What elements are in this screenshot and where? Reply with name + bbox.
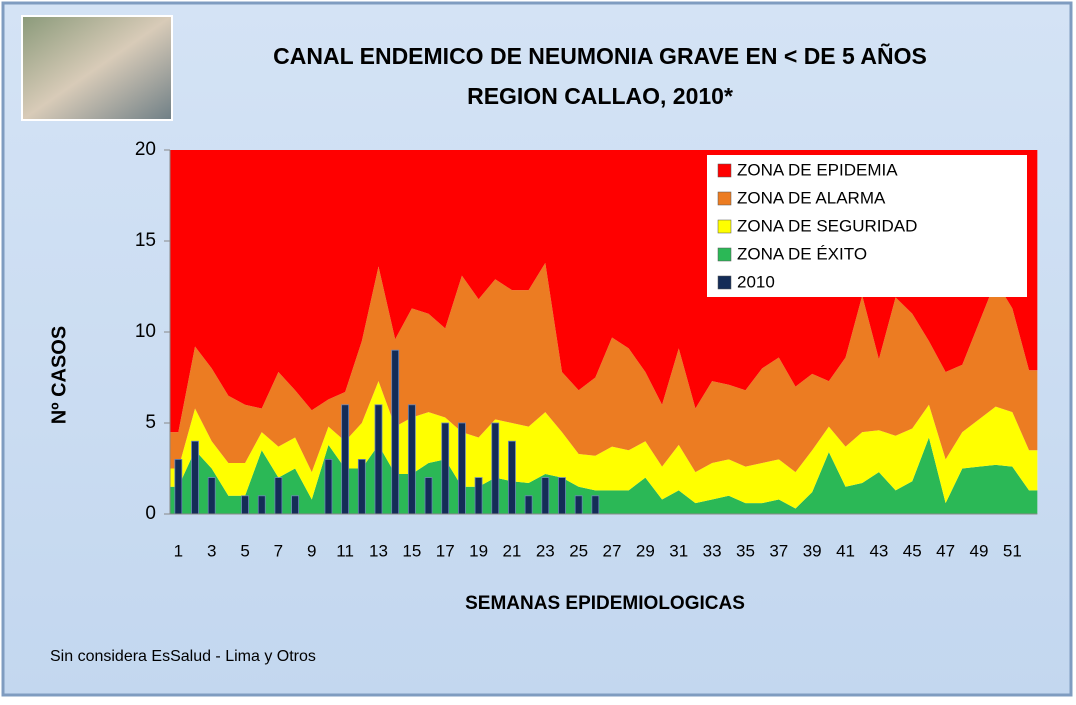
legend-swatch — [718, 276, 731, 289]
bar — [508, 441, 515, 514]
note: Sin considera EsSalud - Lima y Otros — [50, 648, 316, 665]
bar — [542, 478, 549, 514]
x-tick-label: 51 — [1003, 541, 1022, 560]
x-tick-label: 1 — [174, 541, 183, 560]
x-tick-label: 37 — [769, 541, 788, 560]
bar — [208, 478, 215, 514]
bar — [258, 496, 265, 514]
y-tick-label: 10 — [135, 321, 156, 342]
legend: ZONA DE EPIDEMIA ZONA DE ALARMA ZONA DE SE… — [707, 155, 1027, 297]
bar — [275, 478, 282, 514]
chart: CANAL ENDEMICO DE NEUMONIA GRAVE EN < DE… — [0, 0, 1076, 700]
y-tick-label: 5 — [145, 412, 156, 433]
legend-label: ZONA DE EPIDEMIA — [737, 160, 898, 179]
x-tick-label: 25 — [569, 541, 588, 560]
x-tick-label: 43 — [869, 541, 888, 560]
legend-swatch — [718, 248, 731, 261]
bar — [558, 478, 565, 514]
x-axis-label: SEMANAS EPIDEMIOLOGICAS — [465, 593, 745, 614]
y-tick-label: 20 — [135, 139, 156, 160]
y-tick-label: 0 — [145, 503, 156, 524]
x-tick-label: 23 — [536, 541, 555, 560]
x-tick-label: 17 — [436, 541, 455, 560]
x-tick-label: 27 — [603, 541, 622, 560]
bar — [342, 405, 349, 514]
x-tick-label: 11 — [336, 541, 354, 560]
x-tick-label: 31 — [669, 541, 688, 560]
bar — [458, 423, 465, 514]
bar — [475, 478, 482, 514]
x-tick-label: 41 — [836, 541, 855, 560]
x-tick-label: 15 — [402, 541, 421, 560]
x-tick-label: 45 — [903, 541, 922, 560]
legend-swatch — [718, 220, 731, 233]
bar — [325, 459, 332, 514]
x-tick-label: 29 — [636, 541, 655, 560]
bar — [525, 496, 532, 514]
x-tick-label: 33 — [703, 541, 722, 560]
x-tick-label: 49 — [970, 541, 989, 560]
bar — [292, 496, 299, 514]
y-axis-label: Nº CASOS — [48, 326, 70, 424]
x-tick-label: 35 — [736, 541, 755, 560]
bar — [358, 459, 365, 514]
x-tick-label: 39 — [803, 541, 822, 560]
bar — [575, 496, 582, 514]
x-tick-label: 21 — [502, 541, 521, 560]
x-tick-label: 19 — [469, 541, 488, 560]
x-tick-label: 7 — [274, 541, 283, 560]
x-tick-label: 3 — [207, 541, 216, 560]
bar — [408, 405, 415, 514]
x-tick-label: 9 — [307, 541, 316, 560]
bar — [175, 459, 182, 514]
x-tick-label: 5 — [240, 541, 249, 560]
chart-title: CANAL ENDEMICO DE NEUMONIA GRAVE EN < DE… — [273, 42, 927, 69]
photo — [22, 16, 172, 120]
x-tick-label: 13 — [369, 541, 388, 560]
x-tick-label: 47 — [936, 541, 955, 560]
bar — [592, 496, 599, 514]
bar — [392, 350, 399, 514]
bar — [375, 405, 382, 514]
chart-title: REGION CALLAO, 2010* — [467, 83, 733, 109]
y-tick-label: 15 — [135, 230, 156, 251]
legend-label: ZONA DE SEGURIDAD — [737, 216, 917, 235]
bar — [192, 441, 199, 514]
legend-label: 2010 — [737, 272, 775, 291]
bar — [242, 496, 249, 514]
legend-label: ZONA DE ALARMA — [737, 188, 886, 207]
bar — [492, 423, 499, 514]
bar — [442, 423, 449, 514]
legend-swatch — [718, 164, 731, 177]
bar — [425, 478, 432, 514]
legend-swatch — [718, 192, 731, 205]
legend-label: ZONA DE ÉXITO — [737, 244, 867, 263]
